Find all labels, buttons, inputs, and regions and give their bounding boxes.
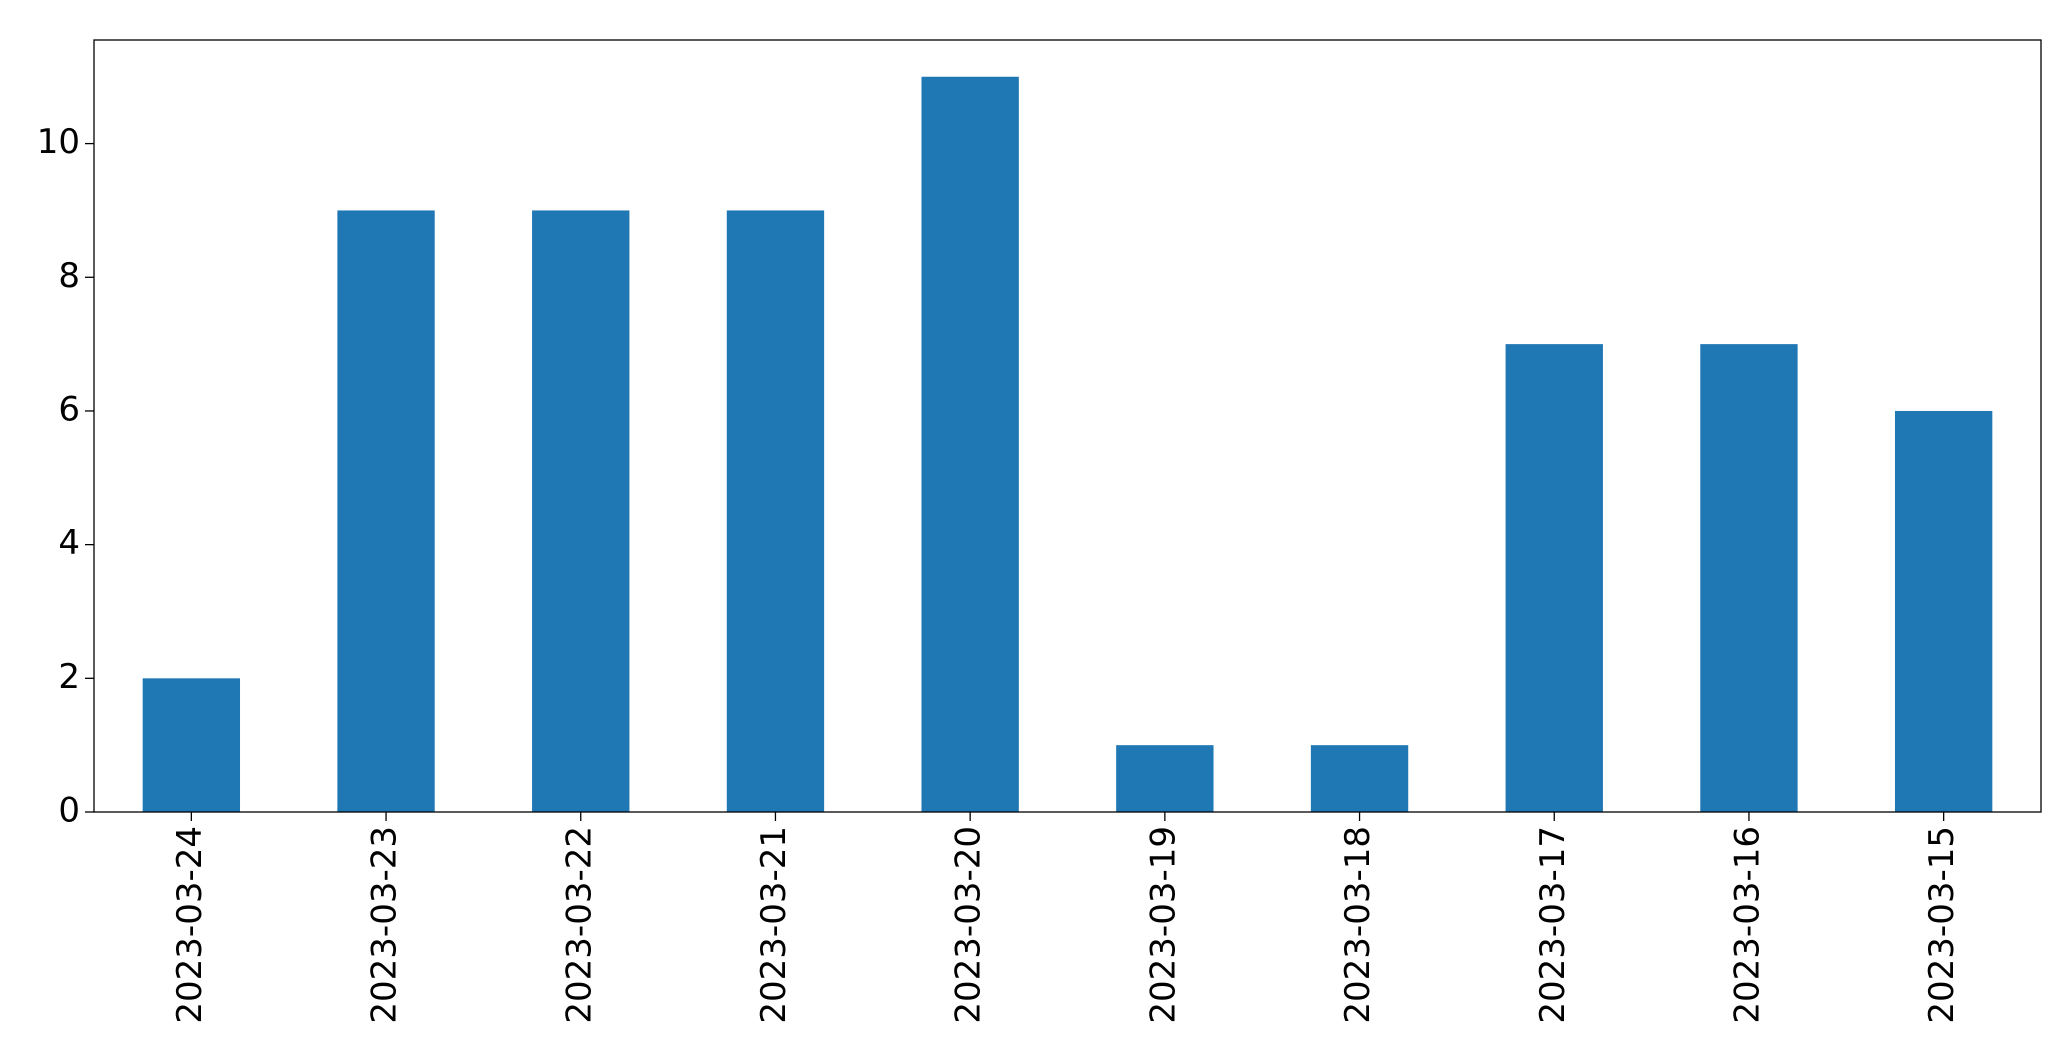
x-tick-label: 2023-03-23: [365, 826, 405, 1024]
x-tick-label: 2023-03-16: [1727, 826, 1767, 1024]
bar: [1505, 344, 1603, 812]
y-tick-label: 10: [37, 122, 80, 162]
bar: [726, 210, 825, 813]
bar: [142, 678, 241, 812]
y-tick-label: 2: [58, 657, 80, 697]
y-tick-label: 4: [58, 523, 80, 563]
bar: [532, 210, 630, 813]
bar: [1116, 745, 1214, 812]
x-tick-label: 2023-03-17: [1533, 826, 1573, 1024]
y-tick-label: 0: [58, 791, 80, 831]
plot-frame: [93, 39, 2042, 813]
bar: [921, 76, 1019, 812]
x-tick-label: 2023-03-15: [1922, 826, 1962, 1024]
bar: [1310, 745, 1409, 812]
x-tick-label: 2023-03-18: [1338, 826, 1378, 1024]
y-tick-label: 8: [58, 256, 80, 296]
bar: [337, 210, 435, 813]
x-tick-label: 2023-03-22: [559, 826, 599, 1024]
bar: [1700, 344, 1798, 812]
x-tick-label: 2023-03-21: [754, 826, 794, 1024]
y-tick-label: 6: [58, 389, 80, 429]
x-tick-label: 2023-03-19: [1143, 826, 1183, 1024]
x-tick-label: 2023-03-24: [170, 826, 210, 1024]
bar: [1894, 410, 1993, 812]
x-tick-label: 2023-03-20: [949, 826, 989, 1024]
